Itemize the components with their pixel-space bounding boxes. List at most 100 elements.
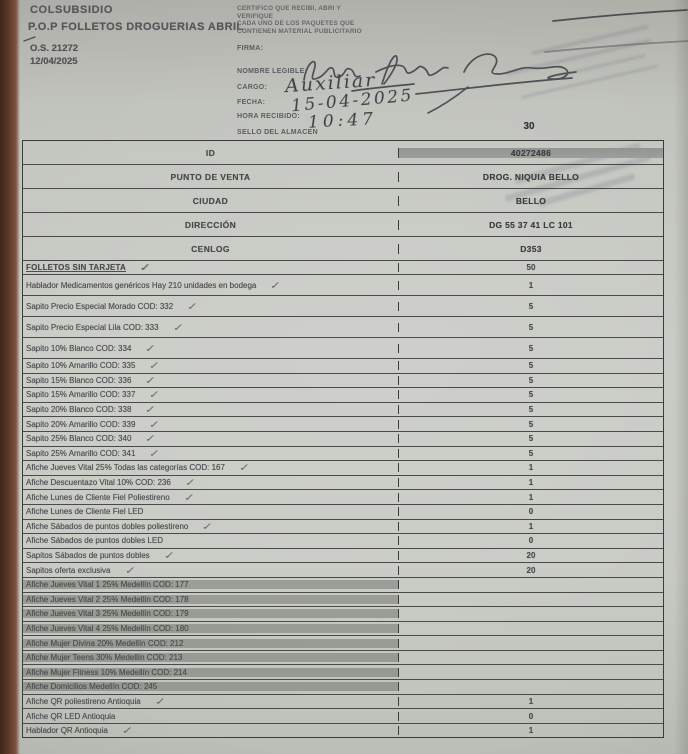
info-label: ID (23, 147, 399, 158)
item-quantity: 5 (528, 343, 534, 353)
info-row: ID 40272486 (23, 141, 663, 164)
table-row: FOLLETOS SIN TARJETA ✓ 50 (23, 260, 663, 274)
item-quantity: 5 (528, 405, 534, 415)
handwritten-check-icon: ✓ (149, 448, 161, 458)
handwritten-check-icon: ✓ (270, 280, 282, 290)
handwritten-check-icon: ✓ (124, 565, 136, 575)
certificate-line: CONTIENEN MATERIAL PUBLICITARIO (237, 27, 362, 35)
item-quantity: 0 (528, 507, 534, 517)
handwritten-check-icon: ✓ (139, 263, 152, 272)
item-label: Afiche Mujer Teens 30% Medellín COD: 213 (23, 653, 399, 663)
table-row: Afiche QR poliestireno Antioquia ✓ 1 (23, 693, 663, 709)
table-row: Afiche Mujer Teens 30% Medellín COD: 213 (23, 649, 663, 665)
item-label: Afiche Jueves Vital 3 25% Medellín COD: … (23, 609, 399, 619)
table-row: Afiche Mujer Fitness 10% Medellín COD: 2… (23, 664, 663, 679)
handwritten-hora: 10:47 (307, 109, 378, 133)
certificate-line: CADA UNO DE LOS PAQUETES QUE (237, 20, 355, 28)
table-row: Afiche Lunes de Cliente Fiel LED 0 (23, 503, 663, 519)
nombre-legible-label: NOMBRE LEGIBLE: (237, 68, 308, 75)
item-quantity: 5 (528, 434, 534, 444)
item-quantity: 5 (528, 448, 534, 458)
photo-left-edge (0, 0, 20, 754)
table-row: Sapito 20% Amarillo COD: 339 ✓ 5 (23, 416, 663, 431)
handwritten-check-icon: ✓ (184, 478, 196, 488)
item-quantity: 1 (528, 463, 534, 473)
item-quantity: 1 (528, 478, 534, 488)
handwritten-check-icon: ✓ (149, 361, 161, 371)
item-quantity: 20 (526, 565, 536, 575)
info-value: 40272486 (399, 147, 663, 158)
item-label: Sapito 25% Amarillo COD: 341 ✓ (23, 448, 399, 458)
certificate-text: CERTIFICO QUE RECIBI, ABRI Y VERIFIQUE C… (237, 5, 447, 35)
table-row: Sapito Precio Especial Lila COD: 333 ✓ 5 (23, 316, 663, 337)
table-row: Afiche Descuentazo Vital 10% COD: 236 ✓ 1 (23, 474, 663, 490)
item-quantity: 20 (526, 551, 536, 561)
item-label: Afiche Descuentazo Vital 10% COD: 236 ✓ (23, 478, 399, 488)
item-quantity: 1 (528, 726, 534, 736)
table-row: Afiche QR LED Antioquia 0 (23, 708, 663, 723)
handwritten-check-icon: ✓ (145, 343, 157, 353)
item-label: Afiche Sábados de puntos dobles poliesti… (23, 521, 399, 531)
item-label: Hablador QR Antioquia ✓ (23, 726, 399, 736)
almacen-count: 30 (523, 121, 535, 132)
item-label: Sapitos Sábados de puntos dobles ✓ (23, 551, 399, 561)
item-label: Afiche Domicilios Medellín COD: 245 (23, 682, 399, 692)
item-label: Sapito 15% Amarillo COD: 337 ✓ (23, 390, 399, 400)
table-row: Afiche Lunes de Cliente Fiel Poliestiren… (23, 489, 663, 504)
handwritten-check-icon: ✓ (238, 463, 250, 473)
handwritten-check-icon: ✓ (145, 405, 157, 415)
info-row: CIUDAD BELLO (23, 188, 663, 212)
handwritten-check-icon: ✓ (172, 322, 184, 332)
item-label: Sapito Precio Especial Lila COD: 333 ✓ (23, 322, 399, 332)
table-row: Afiche Jueves Vital 1 25% Medellín COD: … (23, 576, 663, 592)
company-name: COLSUBSIDIO (30, 4, 113, 16)
info-value: D353 (520, 243, 542, 254)
handwritten-check-icon: ✓ (149, 419, 161, 429)
item-label: Sapito 25% Blanco COD: 340 ✓ (23, 434, 399, 444)
item-label: Afiche Jueves Vital 25% Todas las catego… (23, 463, 399, 473)
photo-right-edge (674, 0, 688, 754)
info-value: DROG. NIQUIA BELLO (482, 171, 580, 182)
info-row: DIRECCIÓN DG 55 37 41 LC 101 (23, 212, 663, 236)
fecha-label: FECHA: (237, 99, 266, 106)
certificate-line: VERIFIQUE (237, 12, 274, 20)
table-row: Afiche Mujer Divina 20% Medellín COD: 21… (23, 635, 663, 650)
handwritten-check-icon: ✓ (145, 375, 157, 385)
table-row: Afiche Jueves Vital 2 25% Medellín COD: … (23, 591, 663, 607)
handwritten-check-icon: ✓ (163, 551, 175, 561)
item-label: Afiche Jueves Vital 4 25% Medellín COD: … (23, 623, 399, 633)
info-row: PUNTO DE VENTA DROG. NIQUIA BELLO (23, 164, 663, 188)
cargo-label: CARGO: (237, 84, 268, 91)
item-label: Afiche Jueves Vital 2 25% Medellín COD: … (23, 594, 399, 604)
hora-recibido-label: HORA RECIBIDO: (237, 113, 301, 120)
item-quantity: 1 (528, 521, 534, 531)
item-quantity: 5 (528, 375, 534, 385)
table-row: Sapitos Sábados de puntos dobles ✓ 20 (23, 547, 663, 563)
item-quantity: 5 (528, 419, 534, 429)
item-quantity: 5 (528, 322, 534, 332)
item-label: Sapitos oferta exclusiva ✓ (23, 565, 399, 575)
table-row: Sapito 25% Amarillo COD: 341 ✓ 5 (23, 445, 663, 461)
item-quantity: 50 (526, 263, 536, 272)
handwritten-check-icon: ✓ (154, 696, 166, 706)
info-label: CENLOG (23, 243, 399, 254)
handwritten-check-icon: ✓ (121, 726, 133, 736)
item-label: Afiche QR poliestireno Antioquia ✓ (23, 696, 399, 706)
item-rows: FOLLETOS SIN TARJETA ✓ 50 Hablador Medicame… (23, 260, 663, 737)
table-row: Afiche Jueves Vital 3 25% Medellín COD: … (23, 606, 663, 621)
handwritten-check-icon: ✓ (202, 521, 214, 531)
item-quantity: 1 (528, 696, 534, 706)
table-row: Afiche Sábados de puntos dobles poliesti… (23, 518, 663, 534)
item-quantity: 5 (528, 301, 534, 311)
order-date: 12/04/2025 (30, 56, 78, 67)
item-label: Afiche Lunes de Cliente Fiel LED (23, 507, 399, 517)
handwritten-check-icon: ✓ (145, 434, 157, 444)
document-title: P.O.P FOLLETOS DROGUERIAS ABRIL (28, 21, 244, 33)
sello-almacen-label: SELLO DEL ALMACEN (237, 129, 318, 136)
delivery-table: ID 40272486 PUNTO DE VENTA DROG. NIQUIA BEL… (22, 140, 664, 739)
item-label: Sapito 10% Blanco COD: 334 ✓ (23, 343, 399, 353)
table-row: Sapito 15% Amarillo COD: 337 ✓ 5 (23, 387, 663, 402)
handwritten-check-icon: ✓ (149, 390, 161, 400)
item-quantity: 0 (528, 711, 534, 721)
table-row: Sapito 25% Blanco COD: 340 ✓ 5 (23, 430, 663, 446)
